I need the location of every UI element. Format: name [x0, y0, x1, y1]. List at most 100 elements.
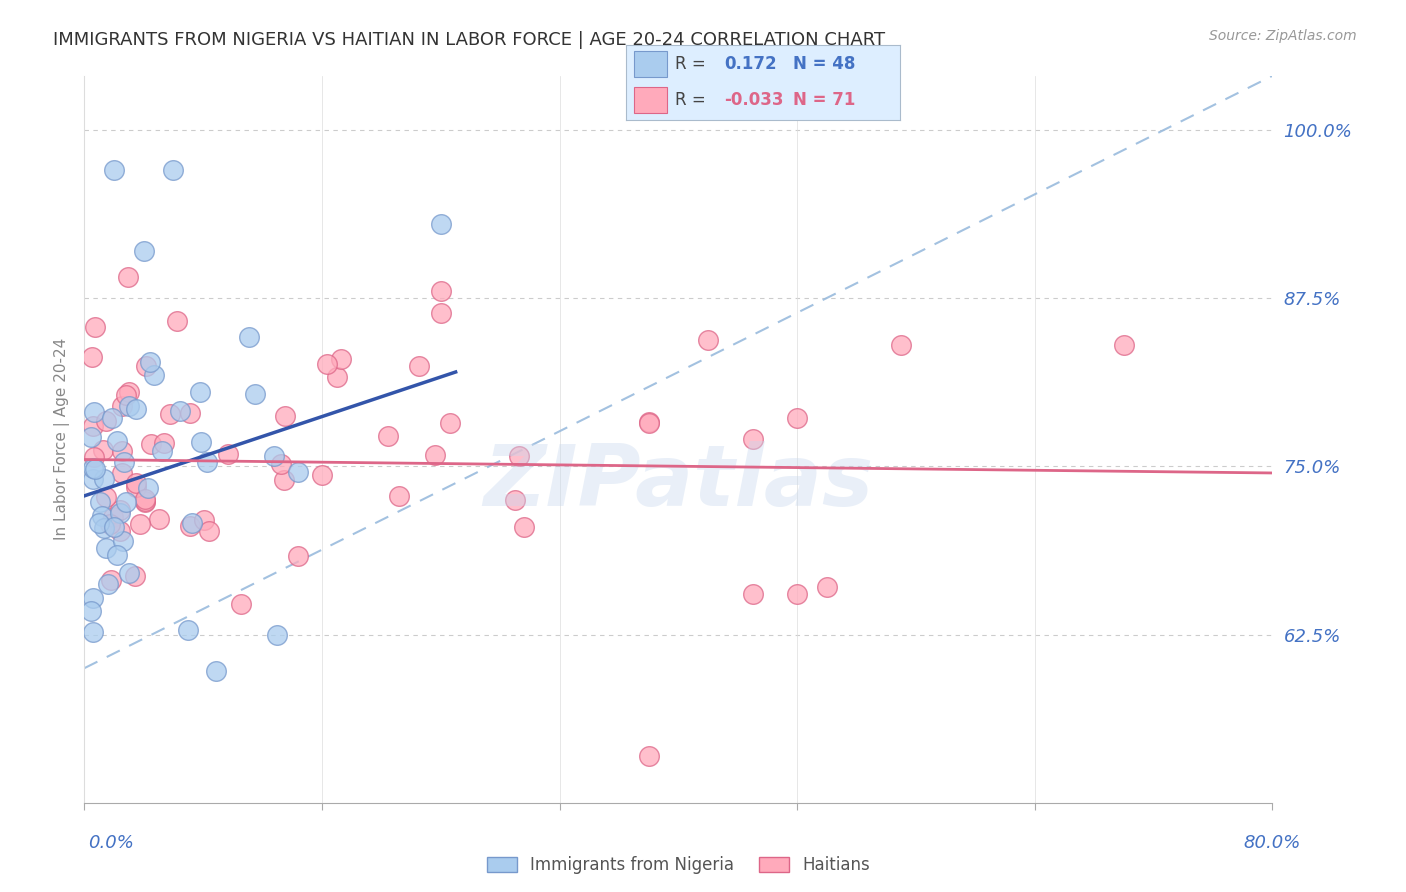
Point [111, 466, 134, 480]
Point [82, 591, 104, 606]
Point [79, 603, 101, 617]
Point [134, 492, 156, 507]
Point [117, 269, 139, 284]
Point [195, 455, 218, 469]
Bar [634, 52, 666, 78]
Point [637, 416, 659, 430]
Point [82, 419, 104, 434]
Text: Source: ZipAtlas.com: Source: ZipAtlas.com [1209, 29, 1357, 43]
Point [134, 494, 156, 508]
Text: N = 48: N = 48 [793, 55, 855, 73]
Point [330, 351, 353, 366]
Text: ZIPatlas: ZIPatlas [484, 442, 873, 524]
Point [108, 524, 131, 538]
Point [82, 460, 104, 475]
Point [114, 494, 136, 508]
Text: R =: R = [675, 55, 706, 73]
Point [84, 320, 107, 334]
Point [815, 581, 838, 595]
Text: IMMIGRANTS FROM NIGERIA VS HAITIAN IN LABOR FORCE | AGE 20-24 CORRELATION CHART: IMMIGRANTS FROM NIGERIA VS HAITIAN IN LA… [53, 31, 886, 49]
Point [96, 414, 118, 428]
Point [217, 447, 239, 461]
Point [83, 405, 105, 419]
Point [82, 472, 104, 486]
Point [112, 455, 135, 469]
Point [287, 465, 309, 479]
Point [786, 587, 808, 601]
Point [115, 387, 138, 401]
Point [169, 404, 191, 418]
Point [103, 520, 125, 534]
Point [111, 444, 134, 458]
Text: -0.033: -0.033 [724, 91, 785, 109]
Point [136, 481, 159, 495]
Point [134, 495, 156, 509]
Point [198, 524, 221, 538]
Point [93, 472, 115, 486]
Point [100, 574, 122, 588]
Point [111, 399, 134, 413]
Point [188, 384, 211, 399]
Point [270, 457, 292, 471]
Point [101, 410, 124, 425]
Point [263, 450, 285, 464]
Point [110, 506, 132, 520]
Point [439, 416, 461, 430]
Point [83, 450, 105, 465]
Point [89, 495, 111, 509]
Point [90, 509, 112, 524]
Point [166, 314, 188, 328]
Point [128, 517, 150, 532]
Point [103, 163, 125, 178]
Text: 80.0%: 80.0% [1243, 834, 1301, 852]
Point [94, 541, 117, 555]
Point [408, 359, 430, 373]
Point [243, 386, 266, 401]
Point [377, 428, 399, 442]
Point [148, 512, 170, 526]
Point [179, 519, 201, 533]
Point [238, 330, 260, 344]
Point [325, 369, 347, 384]
Point [273, 473, 295, 487]
Legend: Immigrants from Nigeria, Haitians: Immigrants from Nigeria, Haitians [486, 856, 870, 874]
Point [205, 665, 228, 679]
Point [82, 625, 104, 640]
Point [179, 406, 201, 420]
Point [508, 449, 530, 463]
Point [117, 385, 139, 400]
Point [80, 430, 103, 444]
Point [890, 338, 912, 352]
Point [91, 442, 114, 457]
Point [266, 627, 288, 641]
Text: 0.0%: 0.0% [89, 834, 135, 852]
Point [117, 566, 139, 580]
Point [139, 436, 162, 450]
Point [84, 462, 107, 476]
Point [1112, 338, 1135, 352]
Point [125, 401, 148, 416]
Point [180, 516, 202, 530]
Point [193, 513, 215, 527]
Point [138, 354, 160, 368]
Y-axis label: In Labor Force | Age 20-24: In Labor Force | Age 20-24 [55, 338, 70, 541]
Point [111, 533, 134, 548]
Point [316, 357, 339, 371]
Point [98, 516, 121, 531]
Point [135, 359, 157, 374]
Point [503, 493, 526, 508]
Point [287, 549, 309, 563]
Point [118, 399, 141, 413]
Point [101, 510, 124, 524]
Bar [634, 87, 666, 112]
Point [159, 407, 181, 421]
Point [153, 436, 176, 450]
Point [142, 368, 165, 382]
Point [311, 468, 333, 483]
Point [80, 350, 103, 364]
Point [150, 443, 173, 458]
Point [124, 569, 146, 583]
Point [132, 244, 155, 258]
Point [274, 409, 297, 423]
Point [94, 490, 117, 504]
